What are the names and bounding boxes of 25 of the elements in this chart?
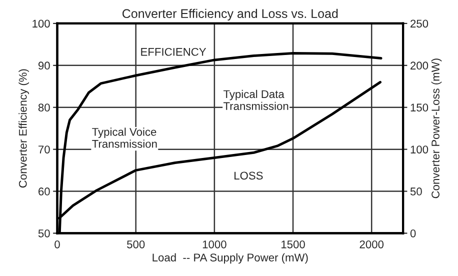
- x-axis-title: Load -- PA Supply Power (mW): [152, 253, 308, 264]
- y2-tick-label: 0: [410, 229, 416, 238]
- y2-tick-label: 200: [410, 62, 428, 70]
- annotation: Typical Voice Transmission: [92, 128, 157, 148]
- y2-tick-label: 150: [410, 104, 428, 112]
- y-tick-label: 50: [38, 229, 50, 238]
- x-tick-label: 500: [127, 240, 145, 248]
- y2-axis-title: Converter Power-Loss (mW): [431, 58, 442, 198]
- x-tick-label: 2000: [360, 240, 384, 248]
- chart-title: Converter Efficiency and Loss vs. Load: [122, 8, 338, 20]
- x-tick-label: 0: [54, 240, 60, 248]
- y-tick-label: 100: [32, 20, 50, 28]
- annotation: Typical Data Transmission: [223, 90, 288, 110]
- x-tick-label: 1500: [282, 240, 305, 248]
- y-axis-title: Converter Efficiency (%): [18, 69, 29, 188]
- series-label: EFFICIENCY: [141, 48, 206, 56]
- y2-tick-label: 100: [410, 146, 428, 154]
- y-tick-label: 90: [38, 62, 50, 70]
- x-tick-label: 1000: [202, 240, 226, 248]
- y-tick-label: 80: [38, 104, 50, 112]
- y-tick-label: 60: [38, 188, 50, 196]
- series-label: LOSS: [234, 172, 263, 180]
- y2-tick-label: 250: [410, 20, 428, 28]
- y2-tick-label: 50: [410, 188, 422, 196]
- y-tick-label: 70: [38, 146, 50, 154]
